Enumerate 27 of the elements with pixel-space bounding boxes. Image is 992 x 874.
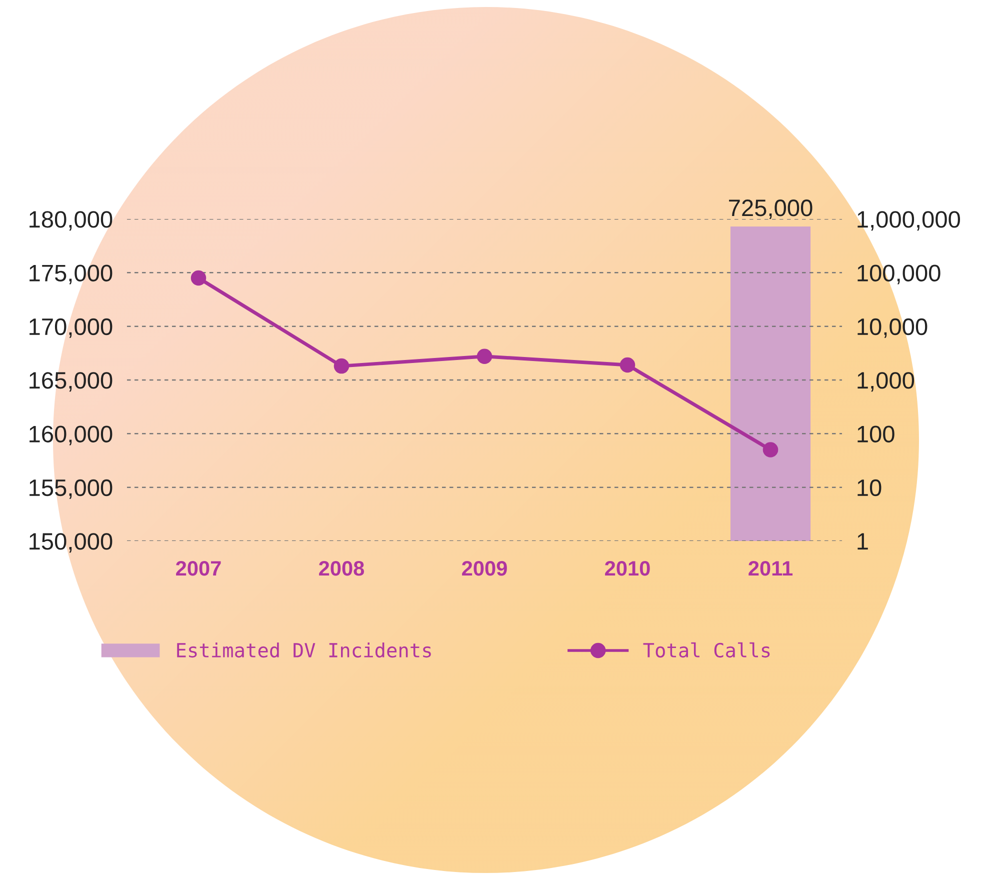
y2-tick-label: 100,000 — [858, 264, 940, 284]
x-tick-label: 2011 — [748, 560, 793, 576]
y-tick-label: 175,000 — [30, 264, 112, 284]
point — [334, 358, 350, 374]
y2-tick-label: 10,000 — [858, 318, 928, 338]
data-label: 725,000 — [729, 200, 812, 220]
x-tick-label: 2007 — [176, 560, 221, 576]
legend-label: Estimated DV Incidents — [177, 642, 431, 658]
point — [620, 357, 636, 373]
y-tick-label: 180,000 — [30, 211, 112, 231]
y-tick-label: 150,000 — [30, 533, 112, 553]
point — [476, 348, 492, 364]
y-tick-label: 170,000 — [30, 318, 112, 338]
legend-label: Total Calls — [643, 642, 770, 658]
y-tick-label: 165,000 — [30, 372, 112, 392]
y2-tick-label: 100 — [858, 426, 894, 442]
y2-tick-label: 1,000,000 — [858, 211, 960, 231]
y2-tick-label: 10 — [858, 479, 882, 496]
point — [762, 442, 778, 458]
y-tick-label: 160,000 — [30, 426, 112, 446]
y-tick-label: 155,000 — [30, 479, 112, 499]
point — [190, 270, 206, 286]
y2-tick-label: 1 — [858, 533, 868, 550]
x-tick-label: 2010 — [605, 560, 650, 576]
y2-tick-label: 1,000 — [858, 372, 914, 392]
x-tick-label: 2009 — [462, 560, 507, 576]
x-tick-label: 2008 — [319, 560, 364, 576]
